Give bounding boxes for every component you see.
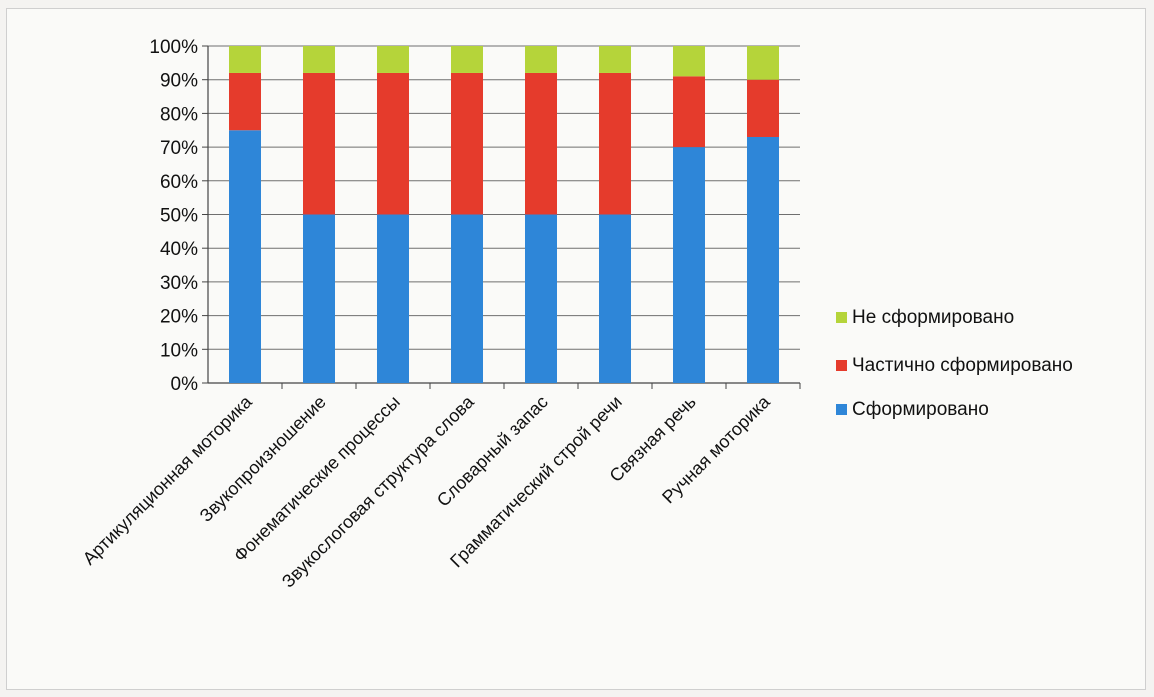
bar-segment (229, 130, 261, 383)
y-tick-label: 30% (160, 273, 198, 294)
y-tick-label: 50% (160, 206, 198, 227)
legend-swatch (836, 360, 847, 371)
y-tick-label: 40% (160, 239, 198, 260)
legend-swatch (836, 312, 847, 323)
x-tick-label: Звукопроизношение (196, 392, 330, 526)
bar-segment (673, 76, 705, 148)
bar-segment (303, 214, 335, 383)
bar-segment (599, 46, 631, 73)
bar-segment (599, 72, 631, 215)
bar-segment (229, 72, 261, 131)
bar-segment (451, 214, 483, 383)
legend-swatch (836, 404, 847, 415)
y-tick-label: 20% (160, 307, 198, 328)
bar-segment (377, 214, 409, 383)
bar-segment (525, 214, 557, 383)
bar-segment (377, 72, 409, 215)
bar-segment (303, 46, 335, 73)
y-tick-label: 80% (160, 104, 198, 125)
y-tick-label: 0% (171, 374, 199, 395)
bar-segment (599, 214, 631, 383)
y-tick-label: 70% (160, 138, 198, 159)
legend-label: Не сформировано (852, 307, 1014, 328)
bar-segment (673, 147, 705, 383)
bar-segment (747, 79, 779, 137)
bar-segment (525, 72, 557, 215)
bar-segment (229, 46, 261, 73)
bar-segment (747, 46, 779, 80)
legend-label: Сформировано (852, 399, 989, 420)
bar-segment (377, 46, 409, 73)
y-tick-label: 90% (160, 71, 198, 92)
bar-segment (303, 72, 335, 215)
bar-segment (451, 72, 483, 215)
bar-segment (525, 46, 557, 73)
legend-label: Частично сформировано (852, 355, 1073, 376)
y-tick-label: 60% (160, 172, 198, 193)
bar-segment (673, 46, 705, 77)
bar-segment (451, 46, 483, 73)
bar-segment (747, 136, 779, 383)
y-tick-label: 100% (149, 37, 198, 58)
y-tick-label: 10% (160, 340, 198, 361)
